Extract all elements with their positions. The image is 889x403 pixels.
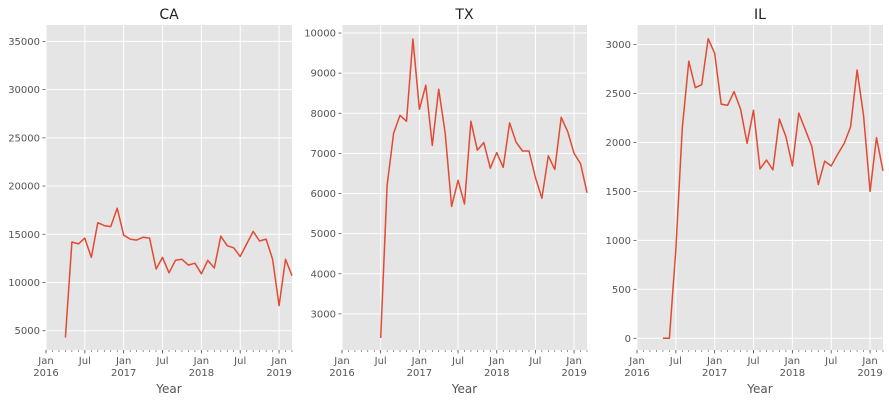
x-tick-label: Jan 2017 (407, 356, 432, 379)
chart-title: CA (159, 7, 179, 23)
series-line-ca (64, 207, 293, 338)
plot-area (46, 25, 292, 350)
x-tick-label: Jan 2018 (780, 356, 805, 379)
panel-il: 0 500 1000 1500 2000 2500 3000 Jan 2016 Jul Jan 201… (606, 7, 884, 396)
x-tick-label: Jul (233, 356, 246, 367)
x-tick-label: Jul (78, 356, 91, 367)
x-tick-label: Jul (824, 356, 837, 367)
y-tick-label: 20000 (8, 182, 40, 193)
y-tick-label: 3000 (311, 309, 336, 320)
y-tick-label: 10000 (8, 278, 40, 289)
y-tick-label: 2000 (606, 138, 631, 149)
chart-title: IL (754, 7, 766, 23)
y-tick-label: 8000 (311, 109, 336, 120)
x-tick-label: Jul (374, 356, 387, 367)
panel-tx: 3000 4000 5000 6000 7000 8000 9000 10000 Jan 2016… (304, 7, 588, 396)
y-tick-label: 1500 (606, 187, 631, 198)
series-line-il (662, 37, 884, 340)
panel-ca: 5000 10000 15000 20000 25000 30000 35000 Jan 201… (8, 7, 293, 396)
x-tick-label: Jan 2016 (329, 356, 354, 379)
x-tick-label: Jan 2018 (189, 356, 214, 379)
x-axis-label: Year (451, 382, 477, 396)
x-axis-label: Year (746, 382, 772, 396)
x-axis-label: Year (155, 382, 181, 396)
y-tick-label: 0 (625, 334, 631, 345)
plot-area (342, 25, 587, 350)
y-tick-label: 25000 (8, 133, 40, 144)
x-tick-label: Jan 2017 (111, 356, 136, 379)
x-tick-label: Jan 2018 (484, 356, 509, 379)
x-tick-label: Jan 2016 (33, 356, 58, 379)
x-tick-label: Jul (746, 356, 759, 367)
x-tick-label: Jul (528, 356, 541, 367)
y-tick-label: 2500 (606, 89, 631, 100)
y-tick-label: 30000 (8, 85, 40, 96)
y-tick-label: 9000 (311, 69, 336, 80)
x-tick-label: Jul (669, 356, 682, 367)
y-tick-label: 7000 (311, 149, 336, 160)
x-tick-label: Jul (451, 356, 464, 367)
y-tick-label: 10000 (304, 29, 336, 40)
y-tick-label: 35000 (8, 37, 40, 48)
series-line-tx (379, 38, 588, 339)
x-tick-label: Jan 2019 (266, 356, 291, 379)
x-tick-label: Jan 2017 (702, 356, 727, 379)
y-tick-label: 6000 (311, 189, 336, 200)
chart-title: TX (454, 7, 474, 23)
y-tick-label: 3000 (606, 40, 631, 51)
y-tick-label: 15000 (8, 230, 40, 241)
y-tick-label: 4000 (311, 269, 336, 280)
plot-area (637, 25, 883, 350)
x-tick-label: Jan 2016 (624, 356, 649, 379)
x-tick-label: Jan 2019 (561, 356, 586, 379)
x-tick-label: Jan 2019 (857, 356, 882, 379)
y-tick-label: 1000 (606, 236, 631, 247)
y-tick-label: 5000 (311, 229, 336, 240)
y-tick-label: 500 (612, 285, 631, 296)
x-tick-label: Jul (155, 356, 168, 367)
y-tick-label: 5000 (15, 326, 40, 337)
